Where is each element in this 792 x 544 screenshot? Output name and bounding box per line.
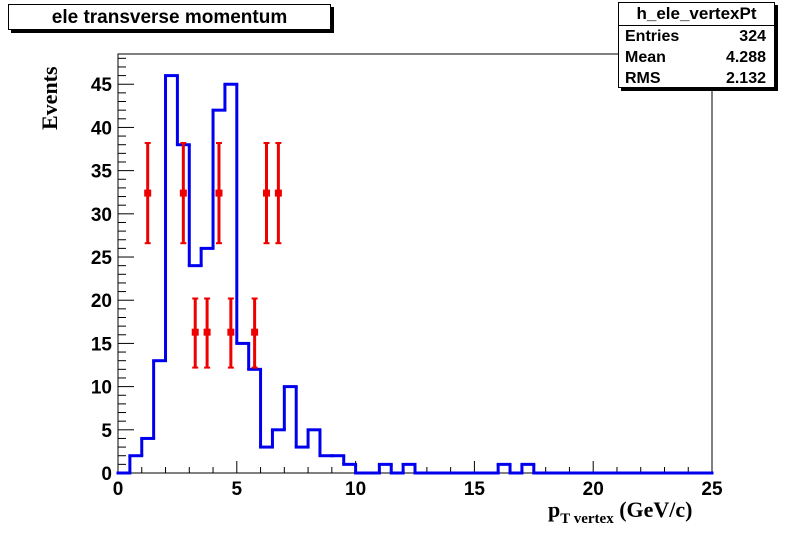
chart-title: ele transverse momentum: [8, 4, 331, 30]
data-point: [203, 297, 211, 369]
y-tick-label: 5: [101, 421, 112, 442]
axis-ticks: [117, 57, 713, 474]
data-point: [144, 141, 152, 245]
x-tick-label: 5: [232, 479, 243, 500]
data-point: [263, 141, 270, 245]
data-point: [179, 141, 187, 245]
point-marker: [251, 328, 259, 336]
point-marker: [203, 328, 211, 336]
data-point: [251, 297, 259, 369]
stats-row-mean: Mean 4.288: [619, 47, 774, 68]
x-axis-label-subscript: T vertex: [560, 511, 614, 527]
data-point: [227, 297, 235, 369]
data-point: [215, 141, 223, 245]
point-marker: [263, 189, 270, 197]
y-tick-label: 35: [91, 162, 113, 183]
point-marker: [179, 189, 187, 197]
stats-label: RMS: [625, 70, 661, 87]
y-tick-label: 25: [91, 248, 113, 269]
x-axis-label-main: p: [548, 497, 561, 522]
x-axis-label-unit: (GeV/c): [613, 497, 693, 522]
stats-histogram-name: h_ele_vertexPt: [619, 3, 774, 26]
x-axis-label: pT vertex (GeV/c): [548, 497, 693, 528]
stats-box: h_ele_vertexPt Entries 324 Mean 4.288 RM…: [618, 2, 775, 88]
y-tick-label: 15: [91, 334, 113, 355]
point-marker: [227, 328, 235, 336]
x-tick-label: 10: [345, 479, 366, 500]
plot-frame: [117, 53, 713, 474]
stats-value: 324: [739, 28, 766, 45]
y-tick-label: 40: [91, 118, 112, 139]
y-tick-label: 20: [91, 291, 112, 312]
stats-value: 2.132: [725, 70, 766, 87]
y-axis-label: Events: [37, 66, 62, 130]
stats-row-entries: Entries 324: [619, 26, 774, 47]
axis-tick-labels: 0 5 10 15 20 25 0 5 10 15 20 25 30 35 40 45: [91, 75, 723, 500]
point-marker: [215, 189, 223, 197]
y-tick-label: 10: [91, 378, 112, 399]
stats-label: Entries: [625, 28, 680, 45]
y-tick-label: 0: [101, 464, 112, 485]
x-tick-label: 20: [583, 479, 604, 500]
stats-value: 4.288: [725, 49, 766, 66]
x-tick-label: 0: [113, 479, 124, 500]
x-tick-label: 25: [701, 479, 723, 500]
histogram-series: [116, 74, 714, 475]
y-tick-label: 45: [91, 75, 113, 96]
stats-row-rms: RMS 2.132: [619, 68, 774, 89]
data-point: [274, 141, 282, 245]
x-tick-label: 15: [464, 479, 486, 500]
point-marker: [144, 189, 152, 197]
point-marker: [274, 189, 282, 197]
point-marker: [191, 328, 199, 336]
y-tick-label: 30: [91, 205, 112, 226]
stats-label: Mean: [625, 49, 666, 66]
data-points-series: [144, 141, 282, 369]
data-point: [191, 297, 199, 369]
